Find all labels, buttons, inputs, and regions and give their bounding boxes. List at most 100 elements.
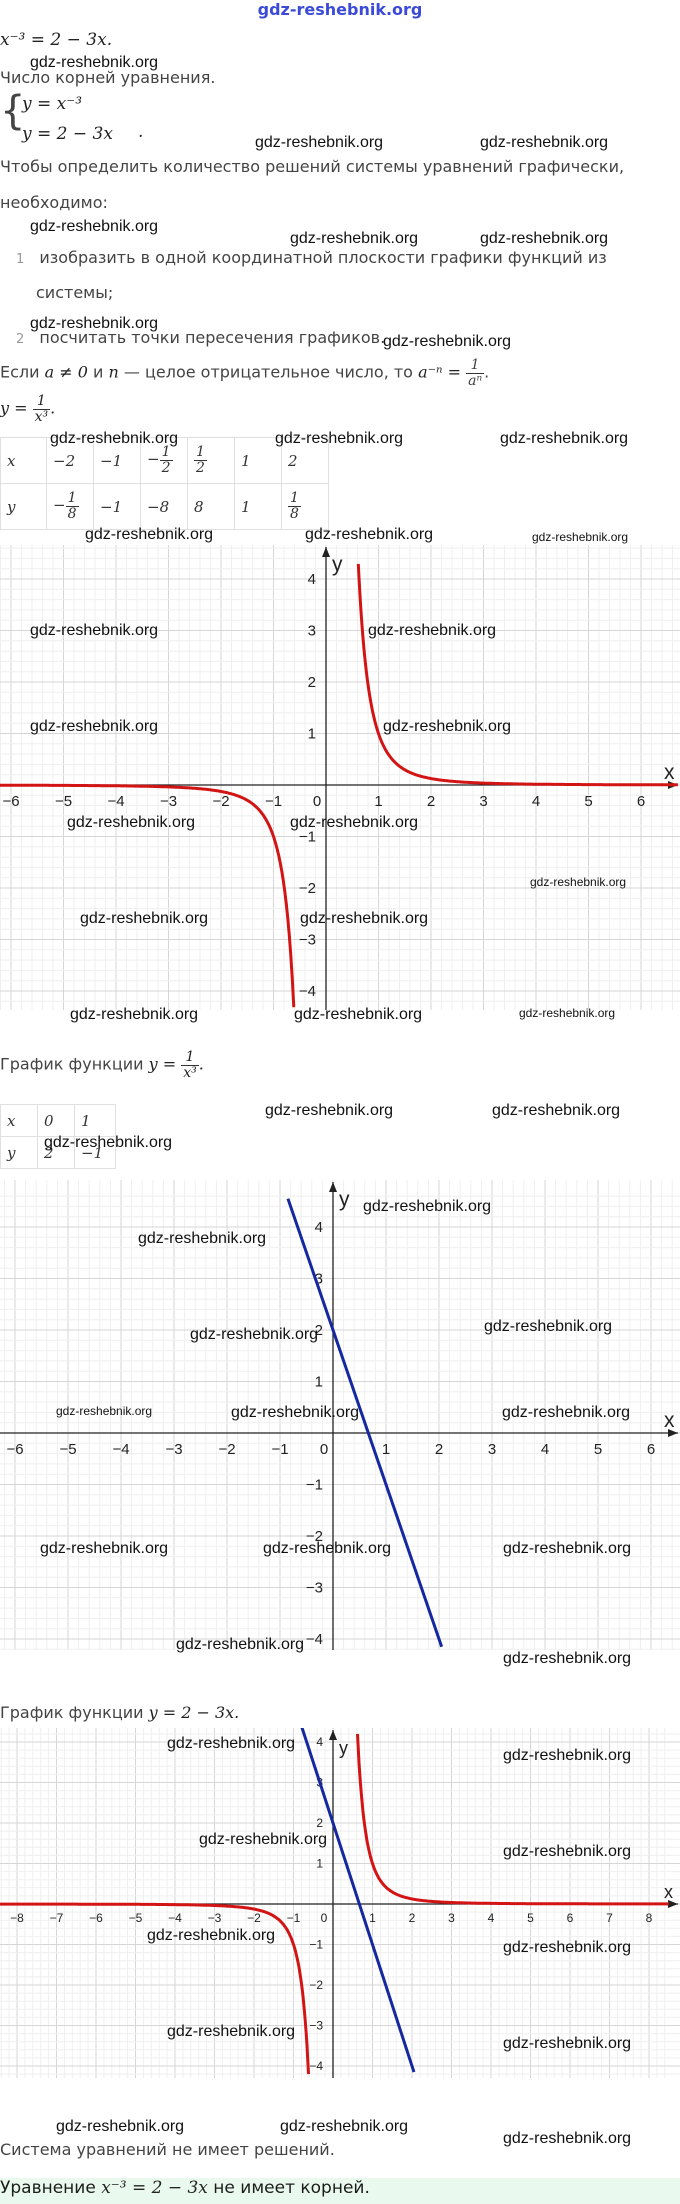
line-series	[286, 1198, 444, 1648]
y-axis-label: y	[339, 1738, 348, 1758]
table-cell: 2	[37, 1136, 75, 1169]
answer-prefix: Уравнение	[0, 2178, 102, 2198]
x-tick-label: 8	[646, 1911, 653, 1925]
caption-lhs: y =	[148, 1054, 177, 1074]
caption-fraction: 1 x³	[181, 1050, 199, 1080]
x-tick-label: 0	[320, 1441, 328, 1458]
answer-formula: x⁻³ = 2 − 3x	[101, 2178, 208, 2198]
line-series	[300, 1728, 416, 2073]
y-tick-label: −2	[299, 880, 316, 897]
answer-suffix: не имеет корней.	[207, 2178, 370, 2198]
watermark: gdz-reshebnik.org	[532, 530, 629, 544]
y-tick-label: −4	[299, 983, 316, 1000]
rule-and: и	[87, 362, 109, 382]
system-dot: .	[138, 122, 144, 142]
table-row: y 2 −1	[0, 1136, 116, 1169]
table-cell: −8	[140, 483, 188, 530]
y-tick-label: −2	[309, 1978, 323, 1992]
x-tick-label: −8	[10, 1911, 24, 1925]
intro-line1: Чтобы определить количество решений сист…	[0, 157, 625, 176]
x-axis-label: x	[664, 761, 675, 784]
x-tick-label: −6	[6, 1441, 23, 1458]
hyperbola-branch	[0, 1902, 310, 2075]
x-axis-arrow-icon	[668, 1900, 678, 1908]
table-cell: −1	[93, 437, 141, 484]
x-tick-label: −2	[247, 1911, 261, 1925]
hyperbola-branch	[356, 563, 678, 787]
y-tick-label: 2	[315, 1322, 323, 1339]
conclusion: Система уравнений не имеет решений.	[0, 2140, 335, 2159]
watermark: gdz-reshebnik.org	[265, 1102, 394, 1119]
x-axis-label: x	[664, 1882, 673, 1902]
watermark: gdz-reshebnik.org	[503, 1650, 632, 1667]
caption-text: График функции	[0, 1054, 149, 1074]
table-cell: −1 8	[46, 483, 94, 530]
x-tick-label: −4	[107, 793, 124, 810]
x-tick-label: 5	[594, 1441, 602, 1458]
rule-prefix: Если	[0, 362, 45, 382]
x-tick-label: −2	[218, 1441, 235, 1458]
hyperbola-branch	[356, 1733, 669, 1906]
x-tick-label: −3	[208, 1911, 222, 1925]
y-axis-arrow-icon	[322, 547, 330, 557]
x-tick-label: 7	[606, 1911, 613, 1925]
watermark: gdz-reshebnik.org	[56, 2118, 185, 2135]
x-tick-label: −6	[89, 1911, 103, 1925]
x-tick-label: 6	[637, 793, 645, 810]
y-axis-label: y	[332, 553, 343, 576]
func-end: .	[50, 398, 56, 418]
table-cell: 0	[37, 1104, 75, 1137]
x-tick-label: 0	[313, 793, 321, 810]
y-tick-label: 4	[315, 1219, 323, 1236]
y-tick-label: 2	[316, 1816, 323, 1830]
x-tick-label: 6	[647, 1441, 655, 1458]
x-axis-arrow-icon	[668, 1429, 678, 1437]
y-axis-arrow-icon	[329, 1182, 337, 1192]
chart-combined: −8−7−6−5−4−3−2−10123456784321−1−2−3−4xy	[0, 1728, 680, 2078]
y-tick-label: −1	[299, 829, 316, 846]
func-fraction: 1 x³	[32, 394, 51, 424]
table-header-cell: y	[0, 1136, 38, 1169]
x-tick-label: 1	[374, 793, 382, 810]
x-tick-label: −2	[212, 793, 229, 810]
watermark: gdz-reshebnik.org	[290, 230, 419, 247]
table-cell: 1	[234, 437, 282, 484]
intro-line2: необходимо:	[0, 193, 108, 212]
table-header-cell: y	[0, 483, 47, 530]
table-cell: 2	[281, 437, 329, 484]
table-cell: −1 2	[140, 437, 188, 484]
x-tick-label: 2	[409, 1911, 416, 1925]
watermark: gdz-reshebnik.org	[480, 134, 609, 151]
y-tick-label: 4	[308, 571, 316, 588]
site-title[interactable]: gdz-reshebnik.org	[257, 0, 423, 19]
watermark: gdz-reshebnik.org	[503, 2130, 632, 2147]
table-cell: 1	[234, 483, 282, 530]
x-tick-label: 5	[527, 1911, 534, 1925]
chart-hyperbola: −6 −5 −4 −3 −2 −1 0 1 2 3 4 5 6 4 3 2 1 −1 −2 −3 −4 x y	[0, 545, 680, 1010]
y-tick-label: −3	[299, 932, 316, 949]
y-tick-label: −3	[306, 1580, 323, 1597]
caption-formula: y = 2 − 3x.	[148, 1703, 240, 1722]
fraction-numerator: 1	[181, 1050, 199, 1066]
x-tick-label: −5	[129, 1911, 143, 1925]
x-tick-label: −5	[55, 793, 72, 810]
table-row: x 0 1	[0, 1104, 116, 1137]
watermark: gdz-reshebnik.org	[280, 2118, 409, 2135]
watermark: gdz-reshebnik.org	[500, 430, 629, 447]
x-tick-label: 4	[532, 793, 540, 810]
x-tick-label: 2	[427, 793, 435, 810]
rule-condition: a ≠ 0	[44, 362, 88, 382]
rule-line: Если a ≠ 0 и n — целое отрицательное чис…	[0, 358, 489, 388]
table-cell: 1	[74, 1104, 116, 1137]
x-tick-label: −4	[112, 1441, 129, 1458]
y-tick-label: −4	[309, 2059, 323, 2073]
chart-line: −6 −5 −4 −3 −2 −1 0 1 2 3 4 5 6 4 3 2 1 −1 −2 −3 −4 x y	[0, 1180, 680, 1650]
caption-end: .	[198, 1054, 204, 1074]
x-tick-label: 2	[435, 1441, 443, 1458]
y-tick-label: 2	[308, 674, 316, 691]
y-tick-label: −1	[309, 1938, 323, 1952]
x-axis-label: x	[664, 1409, 675, 1432]
